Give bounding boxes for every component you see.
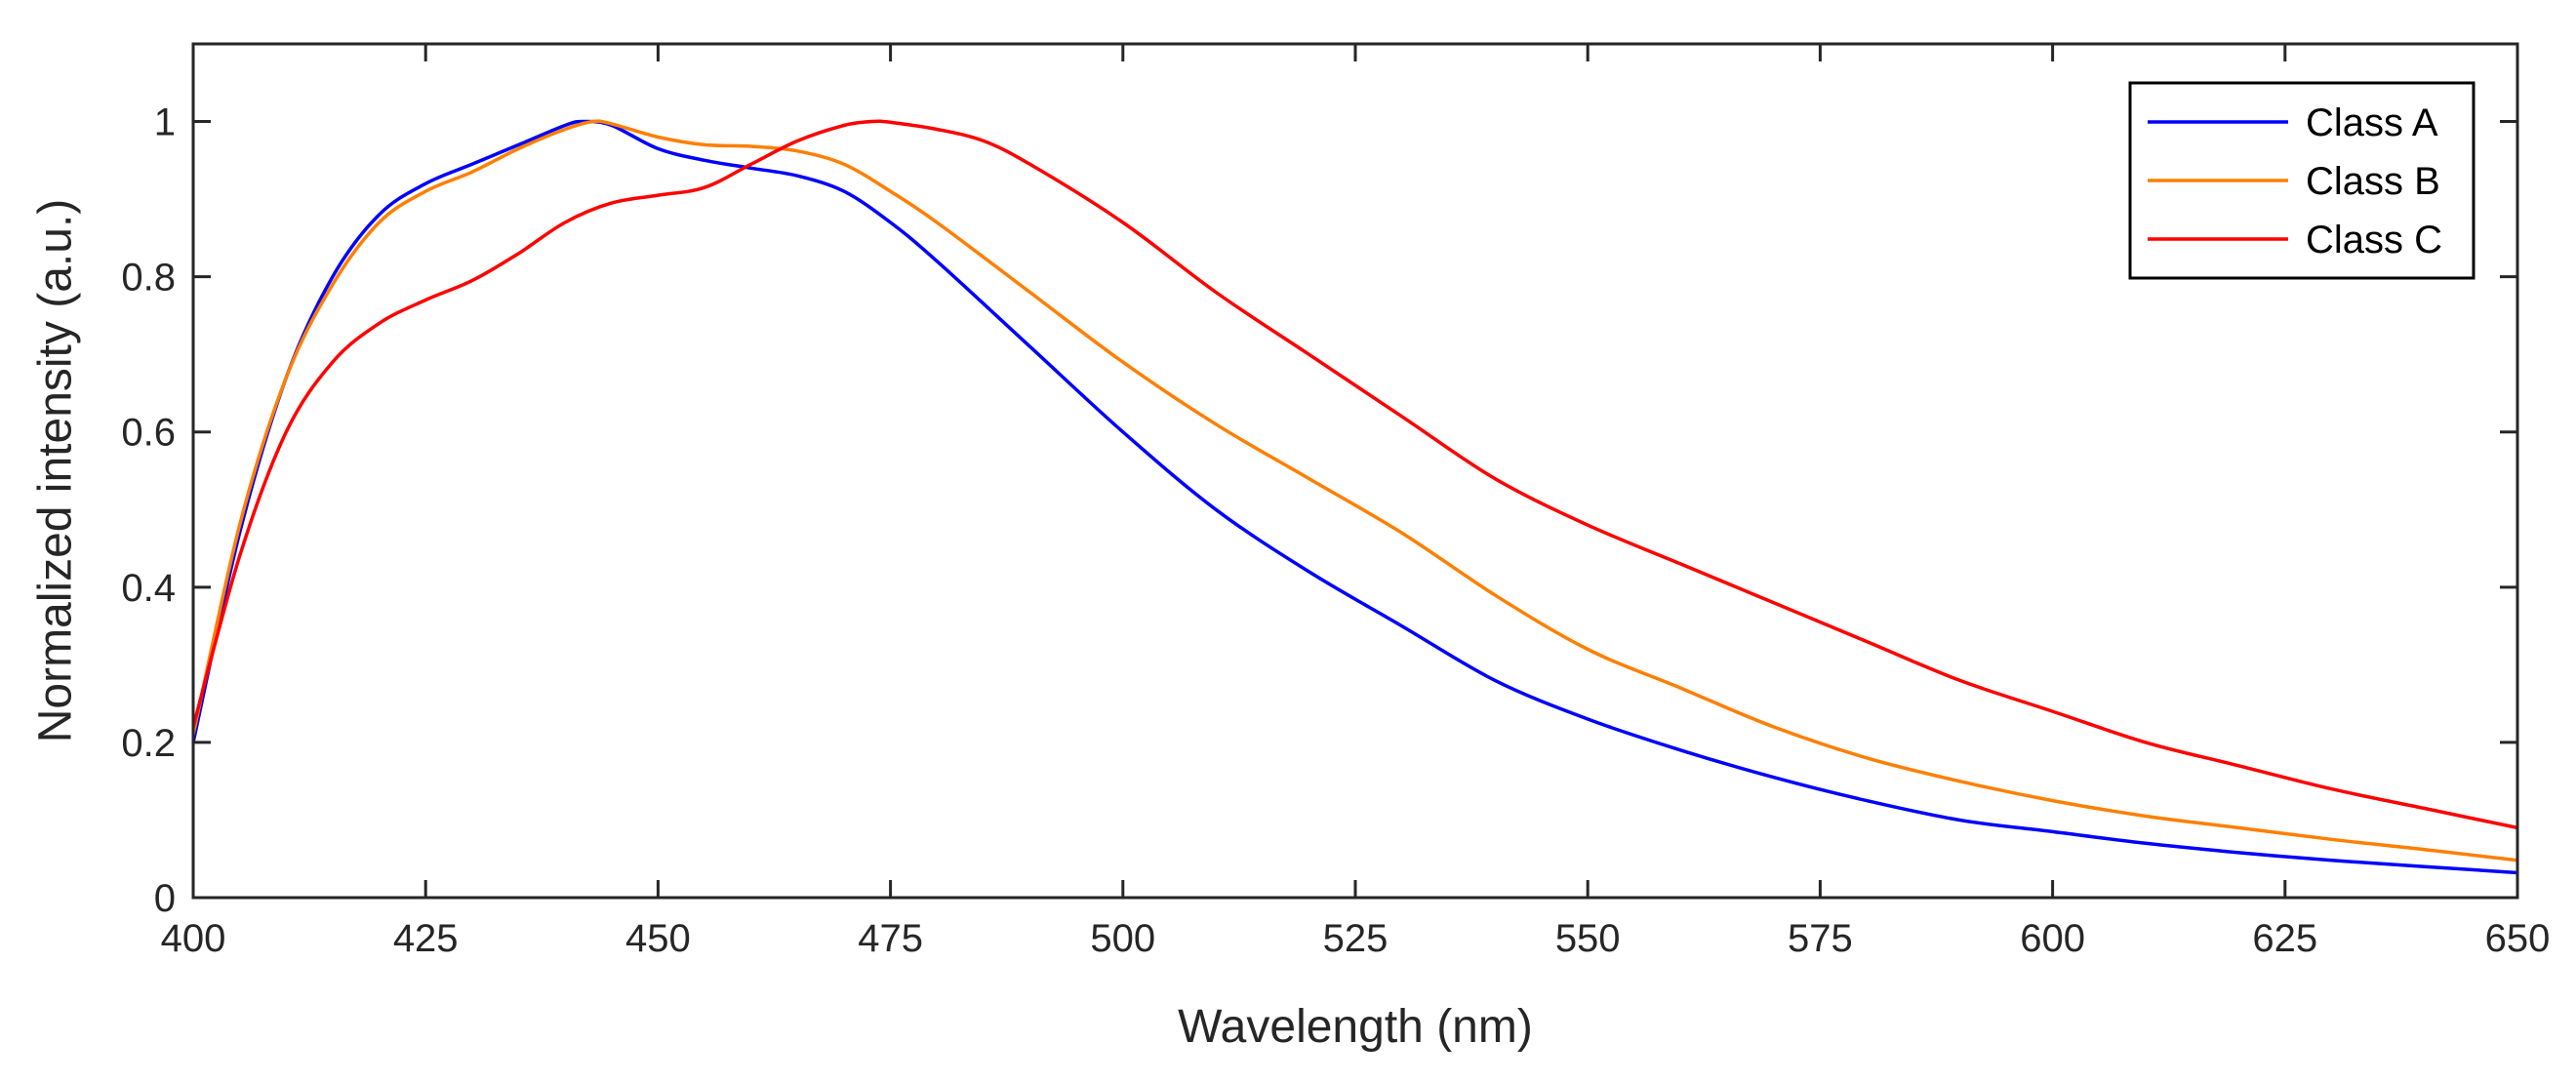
legend-label-class-c: Class C xyxy=(2306,219,2442,261)
x-tick-label: 525 xyxy=(1323,917,1389,960)
y-tick-label: 0.2 xyxy=(121,722,176,765)
legend: Class A Class B Class C xyxy=(2128,81,2475,280)
x-tick-label: 450 xyxy=(625,917,691,960)
y-tick-label: 0.8 xyxy=(121,257,176,300)
series-line-class-a xyxy=(191,119,2518,875)
x-tick-label: 575 xyxy=(1788,917,1853,960)
tick-labels-layer: 400 425 450 475 500 525 550 575 600 625 650 0 0.2 0.4… xyxy=(121,101,2550,960)
series-line-class-c xyxy=(191,119,2518,830)
x-tick-label: 400 xyxy=(161,917,226,960)
x-tick-label: 500 xyxy=(1090,917,1155,960)
y-axis-label: Normalized intensity (a.u.) xyxy=(30,199,82,743)
legend-entries: Class A Class B Class C xyxy=(2148,101,2442,261)
legend-label-class-b: Class B xyxy=(2306,160,2440,203)
y-tick-label: 0.6 xyxy=(121,412,176,455)
y-tick-label: 0.4 xyxy=(121,567,176,610)
series-layer xyxy=(191,119,2518,875)
x-axis-label: Wavelength (nm) xyxy=(1178,1001,1533,1053)
x-tick-label: 650 xyxy=(2485,917,2551,960)
series-line-class-b xyxy=(191,119,2518,862)
y-tick-label: 0 xyxy=(154,877,176,920)
y-tick-label: 1 xyxy=(154,101,176,144)
ticks-layer xyxy=(191,44,2519,900)
x-tick-label: 475 xyxy=(858,917,923,960)
legend-label-class-a: Class A xyxy=(2306,101,2438,144)
x-tick-label: 625 xyxy=(2252,917,2317,960)
x-tick-label: 550 xyxy=(1555,917,1621,960)
x-tick-label: 425 xyxy=(393,917,459,960)
x-tick-label: 600 xyxy=(2020,917,2085,960)
